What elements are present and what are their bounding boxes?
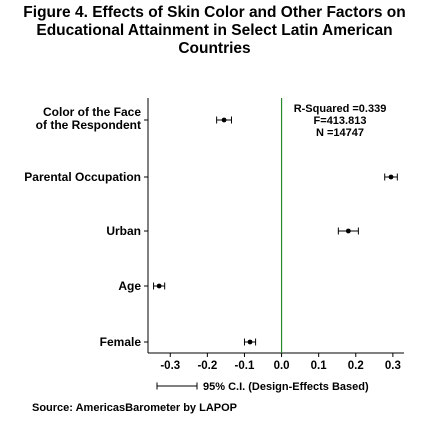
title-line-3: Countries (178, 40, 251, 57)
coefficient-point (388, 174, 394, 180)
x-tick-label: 0.0 (274, 360, 290, 372)
coefficient-row: Urban (106, 224, 359, 238)
legend-label: 95% C.I. (Design-Effects Based) (203, 381, 369, 393)
coefficient-row: Age (118, 279, 166, 293)
model-stat: N =14747 (316, 127, 364, 139)
x-tick-label: 0.3 (385, 360, 401, 372)
x-axis: -0.3 -0.2 -0.1 0.0 0.1 0.2 0.3 (160, 353, 401, 372)
model-stat: F=413.813 (314, 115, 367, 127)
plot-frame (147, 98, 404, 354)
coefficient-row: Female (100, 335, 257, 349)
x-tick-label: 0.1 (311, 360, 328, 372)
coefficient-point (345, 228, 351, 234)
coefficient-point (221, 117, 227, 123)
coefficient-point (247, 339, 253, 345)
category-label: Age (118, 279, 141, 293)
source-note: Source: AmericasBarometer by LAPOP (32, 402, 237, 414)
category-label: Female (100, 335, 142, 349)
ci-legend: 95% C.I. (Design-Effects Based) (156, 381, 369, 393)
title-line-2: Educational Attainment in Select Latin A… (36, 22, 393, 39)
model-stat: R-Squared =0.339 (294, 103, 387, 115)
coefficient-point (156, 283, 162, 289)
category-label: of the Respondent (36, 118, 141, 132)
category-label: Color of the Face (43, 105, 141, 119)
x-tick-label: -0.3 (160, 360, 180, 372)
title-line-1: Figure 4. Effects of Skin Color and Othe… (23, 4, 406, 21)
category-label: Urban (106, 224, 141, 238)
x-tick-label: -0.1 (235, 360, 255, 372)
category-label: Parental Occupation (24, 170, 141, 184)
coefficient-row: Parental Occupation (24, 170, 398, 184)
x-tick-label: 0.2 (348, 360, 364, 372)
chart-title: Figure 4. Effects of Skin Color and Othe… (0, 4, 429, 58)
x-tick-label: -0.2 (197, 360, 217, 372)
